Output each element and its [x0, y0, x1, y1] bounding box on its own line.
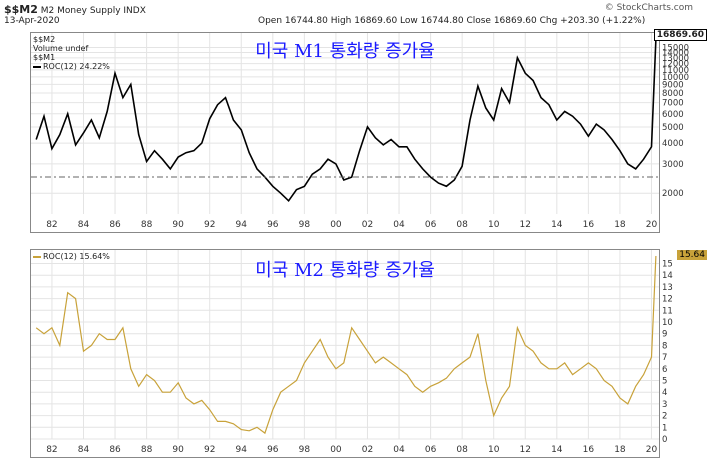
y-tick-label: 13000 [662, 54, 689, 64]
y-tick-label: 13 [662, 283, 673, 293]
x-tick-label: 08 [456, 220, 468, 230]
watermark: © StockCharts.com [604, 3, 693, 13]
x-tick-label: 92 [204, 445, 215, 455]
m2-chart-panel: 82 84 86 88 90 92 94 96 98 00 02 04 06 08 10 12 14 16 18 20… [30, 249, 707, 458]
m2-last-value: 15.64 [677, 250, 707, 260]
x-tick-label: 10 [488, 445, 500, 455]
m2-legend: ROC(12) 15.64% [33, 252, 110, 261]
x-tick-label: 18 [614, 220, 626, 230]
y-tick-label: 1 [662, 423, 667, 433]
x-tick-label: 06 [425, 445, 437, 455]
x-tick-label: 00 [330, 220, 342, 230]
x-tick-label: 82 [46, 445, 57, 455]
y-tick-label: 6 [662, 365, 667, 375]
m1-legend: $$M2 Volume undef $$M1 ROC(12) 24.22% [33, 35, 110, 71]
x-tick-label: 96 [267, 445, 279, 455]
y-tick-label: 2000 [662, 189, 684, 199]
x-tick-label: 16 [583, 445, 595, 455]
x-tick-label: 20 [646, 220, 658, 230]
x-tick-label: 96 [267, 220, 279, 230]
x-tick-label: 90 [172, 220, 184, 230]
x-tick-label: 02 [362, 445, 373, 455]
y-tick-label: 3000 [662, 160, 684, 170]
legend-item: $$M2 [33, 35, 56, 44]
date-label: 13-Apr-2020 [4, 16, 60, 26]
exchange: INDX [123, 6, 146, 16]
x-tick-label: 86 [109, 220, 121, 230]
x-tick-label: 20 [646, 445, 658, 455]
x-tick-label: 90 [172, 445, 184, 455]
y-tick-label: 5000 [662, 123, 684, 133]
x-tick-label: 18 [614, 445, 626, 455]
y-tick-label: 2 [662, 412, 667, 422]
m1-roc-series-line [35, 38, 657, 203]
y-tick-label: 4000 [662, 139, 684, 149]
symbol-name: M2 Money Supply [40, 6, 121, 16]
x-tick-label: 16 [583, 220, 595, 230]
legend-item: Volume undef [33, 44, 89, 53]
y-tick-label: 11 [662, 306, 673, 316]
x-tick-label: 10 [488, 220, 500, 230]
y-tick-label: 12000 [662, 60, 689, 70]
x-tick-label: 04 [393, 220, 405, 230]
x-tick-label: 98 [299, 220, 311, 230]
m1-last-value: 16869.60 [653, 29, 707, 41]
m1-chart-panel: 82 84 86 88 90 92 94 96 98 00 02 04 06 08 10 12 14 16 18 20… [30, 29, 707, 233]
m2-roc-series-line [35, 255, 657, 435]
x-tick-label: 14 [551, 445, 563, 455]
y-tick-label: 11000 [662, 66, 689, 76]
y-tick-label: 10 [662, 318, 673, 328]
x-tick-label: 12 [520, 220, 531, 230]
x-tick-label: 94 [236, 445, 248, 455]
x-tick-label: 82 [46, 220, 57, 230]
y-tick-label: 6000 [662, 110, 684, 120]
legend-swatch [33, 255, 41, 258]
x-tick-label: 92 [204, 220, 215, 230]
legend-swatch [33, 65, 41, 68]
x-tick-label: 84 [78, 445, 90, 455]
y-tick-label: 7000 [662, 99, 684, 109]
x-tick-label: 94 [236, 220, 248, 230]
x-tick-label: 88 [141, 445, 153, 455]
x-tick-label: 02 [362, 220, 373, 230]
y-tick-label: 5 [662, 376, 667, 386]
y-tick-label: 8 [662, 341, 667, 351]
y-tick-label: 15 [662, 259, 673, 269]
y-tick-label: 4 [662, 388, 667, 398]
m1-chart-svg: 82 84 86 88 90 92 94 96 98 00 02 04 06 08 10 12 14 16 18 20… [31, 33, 689, 230]
x-tick-label: 98 [299, 445, 311, 455]
symbol-line: $$M2 M2 Money Supply INDX [4, 3, 146, 16]
legend-item: ROC(12) 24.22% [33, 62, 110, 71]
x-tick-label: 00 [330, 445, 342, 455]
y-tick-label: 14000 [662, 48, 689, 58]
legend-item: $$M1 [33, 53, 56, 62]
ohlc-readout: Open 16744.80 High 16869.60 Low 16744.80… [258, 16, 646, 26]
y-tick-label: 0 [662, 435, 667, 445]
x-tick-label: 84 [78, 220, 90, 230]
symbol: $$M2 [4, 3, 38, 16]
y-tick-label: 15000 [662, 43, 689, 53]
y-tick-label: 3 [662, 400, 667, 410]
y-tick-label: 14 [662, 271, 673, 281]
x-tick-label: 08 [456, 445, 468, 455]
x-tick-label: 88 [141, 220, 153, 230]
x-tick-label: 12 [520, 445, 531, 455]
x-tick-label: 06 [425, 220, 437, 230]
m2-chart-svg: 82 84 86 88 90 92 94 96 98 00 02 04 06 08 10 12 14 16 18 20… [31, 250, 673, 455]
y-tick-label: 9000 [662, 80, 684, 90]
x-tick-label: 86 [109, 445, 121, 455]
x-tick-label: 14 [551, 220, 563, 230]
y-tick-label: 9 [662, 330, 667, 340]
y-tick-label: 10000 [662, 73, 689, 83]
y-tick-label: 7 [662, 353, 667, 363]
y-tick-label: 12 [662, 295, 673, 305]
y-tick-label: 8000 [662, 89, 684, 99]
x-tick-label: 04 [393, 445, 405, 455]
